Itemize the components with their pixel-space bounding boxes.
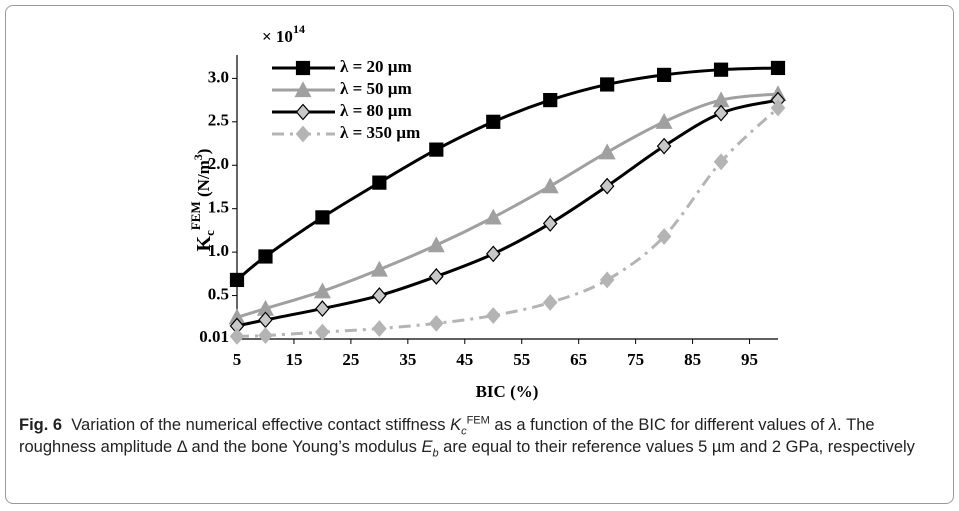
multiplier-exp: 14 [293,22,305,36]
y-tick-label: 0.5 [208,284,229,303]
marker [372,175,387,190]
ylabel-unit: (N/m [194,160,213,201]
marker [542,215,558,232]
marker [713,104,729,122]
x-axis-label: BIC (%) [476,382,539,401]
marker [315,323,330,341]
ylabel-sup: FEM [188,201,203,230]
y-tick-label: 1.0 [208,241,229,260]
chart: × 1014 KcFEM (N/m3) BIC (%) 0.01 0.5 1.0 1.… [188,22,787,401]
caption-text: are equal to their reference values 5 µm… [438,438,915,456]
caption-text: as a function of the BIC for different v… [489,416,829,434]
marker [656,228,672,245]
marker [229,272,245,288]
caption-symbol: K [450,416,462,434]
marker [429,268,444,285]
caption-symbol: λ [828,416,837,434]
x-tick-label: 35 [399,350,416,369]
marker [713,153,729,171]
x-tick-label: 75 [627,350,644,369]
legend-label: λ = 350 µm [340,123,420,142]
ylabel-close: ) [194,149,213,155]
marker [315,300,330,318]
marker [770,60,786,76]
marker [656,137,672,155]
marker [657,67,672,83]
marker [485,245,501,263]
x-tick-label: 15 [285,350,302,369]
y-tick-label: 3.0 [208,67,229,86]
series-line [236,98,779,328]
marker [599,177,615,195]
marker [427,236,445,253]
marker [541,177,559,194]
y-axis-label: KcFEM (N/m3) [188,149,217,252]
marker [542,294,558,311]
marker [485,307,501,324]
marker [429,142,444,157]
series-line [236,106,780,338]
caption-text: Variation of the numerical effective con… [71,416,451,434]
legend-label: λ = 50 µm [340,79,412,98]
marker [599,271,615,289]
caption-sub: c [461,425,467,438]
marker [315,210,330,225]
multiplier-base: × 10 [262,27,293,46]
y-tick-label: 2.0 [208,154,229,173]
figure-frame [5,5,954,504]
y-tick-label: 0.01 [199,327,229,346]
x-tick-label: 25 [342,350,359,369]
legend-label: λ = 80 µm [340,101,412,120]
x-tick-label: 95 [741,350,758,369]
marker [258,327,273,344]
marker [229,327,245,345]
marker [484,208,502,225]
marker [370,260,388,277]
x-tick-label: 55 [513,350,530,369]
marker [313,282,331,299]
x-tick-label: 5 [233,350,242,369]
marker [372,287,387,304]
marker [486,114,501,129]
series-line [236,92,779,319]
marker [713,62,729,77]
marker [429,314,444,332]
caption: Fig. 6 Variation of the numerical effect… [19,414,944,460]
marker [598,143,616,160]
caption-sup: FEM [466,414,490,427]
marker [770,99,786,117]
ylabel-sub: c [202,230,217,236]
multiplier: × 1014 [262,22,305,46]
caption-text: . The roughness amplitude Δ and the bone… [19,416,875,456]
marker [295,103,311,121]
caption-sub: b [432,447,439,460]
x-tick-label: 65 [570,350,587,369]
legend-label: λ = 20 µm [340,57,412,76]
y-tick-label: 2.5 [208,111,229,130]
y-tick-label: 1.5 [208,198,229,217]
marker [295,125,311,143]
marker [655,113,673,129]
marker [600,77,615,92]
x-tick-label: 45 [456,350,473,369]
marker [543,92,558,108]
marker [294,81,312,98]
ylabel-unit-sup: 3 [191,154,205,160]
marker [258,249,273,264]
marker [372,320,387,337]
caption-symbol: E [421,438,433,456]
caption-label: Fig. 6 [19,416,63,434]
x-tick-label: 85 [684,350,701,369]
ylabel-base: K [193,235,215,251]
marker [295,60,311,76]
